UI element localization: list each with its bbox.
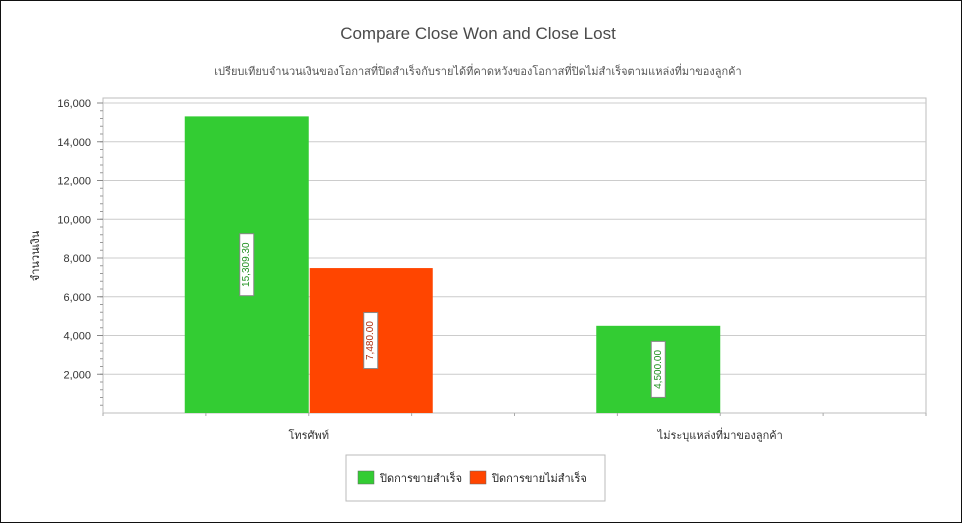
y-tick-label: 8,000 — [63, 253, 91, 265]
y-tick-label: 4,000 — [63, 331, 91, 343]
data-label: 4,500.00 — [653, 350, 664, 389]
legend: ปิดการขายสำเร็จ ปิดการขายไม่สำเร็จ — [345, 454, 606, 502]
data-label: 15,309.30 — [241, 242, 252, 287]
legend-swatch — [469, 470, 487, 485]
x-tick-label: ไม่ระบุแหล่งที่มาของลูกค้า — [657, 427, 783, 442]
y-axis-label: จำนวนเงิน — [29, 230, 42, 281]
data-label-box — [650, 340, 666, 398]
y-tick-label: 14,000 — [57, 137, 91, 149]
y-tick-label: 12,000 — [57, 176, 91, 188]
y-tick-label: 16,000 — [57, 98, 91, 110]
x-axis-labels: โทรศัพท์ ไม่ระบุแหล่งที่มาของลูกค้า — [102, 413, 927, 442]
legend-swatch — [357, 470, 375, 485]
chart-subtitle: เปรียบเทียบจำนวนเงินของโอกาสที่ปิดสำเร็จ… — [214, 63, 741, 78]
x-tick-label: โทรศัพท์ — [288, 428, 329, 442]
legend-label: ปิดการขายไม่สำเร็จ — [491, 471, 587, 485]
bars: 15,309.30 7,480.00 4,500.00 — [184, 116, 721, 413]
data-label-box — [239, 233, 255, 297]
data-label-box — [363, 312, 379, 370]
data-label: 7,480.00 — [365, 321, 376, 360]
y-tick-label: 6,000 — [63, 292, 91, 304]
legend-label: ปิดการขายสำเร็จ — [379, 471, 462, 485]
y-tick-label: 2,000 — [63, 369, 91, 381]
y-tick-label: 10,000 — [57, 214, 91, 226]
y-axis-ticks: 2,000 4,000 6,000 8,000 10,000 12,000 14,000 16… — [57, 98, 103, 406]
chart-title: Compare Close Won and Close Lost — [340, 24, 616, 43]
